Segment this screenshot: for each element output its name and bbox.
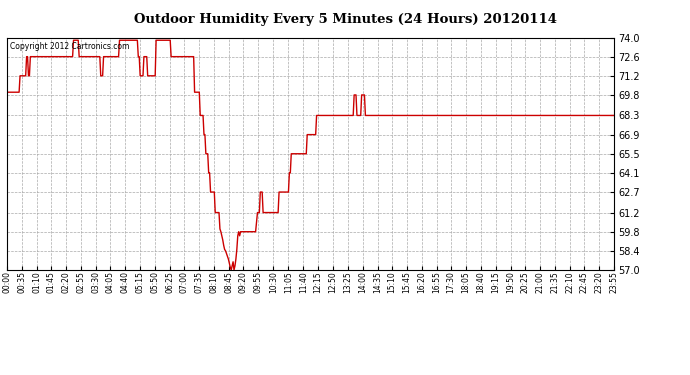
Text: Copyright 2012 Cartronics.com: Copyright 2012 Cartronics.com: [10, 42, 129, 51]
Text: Outdoor Humidity Every 5 Minutes (24 Hours) 20120114: Outdoor Humidity Every 5 Minutes (24 Hou…: [133, 13, 557, 26]
